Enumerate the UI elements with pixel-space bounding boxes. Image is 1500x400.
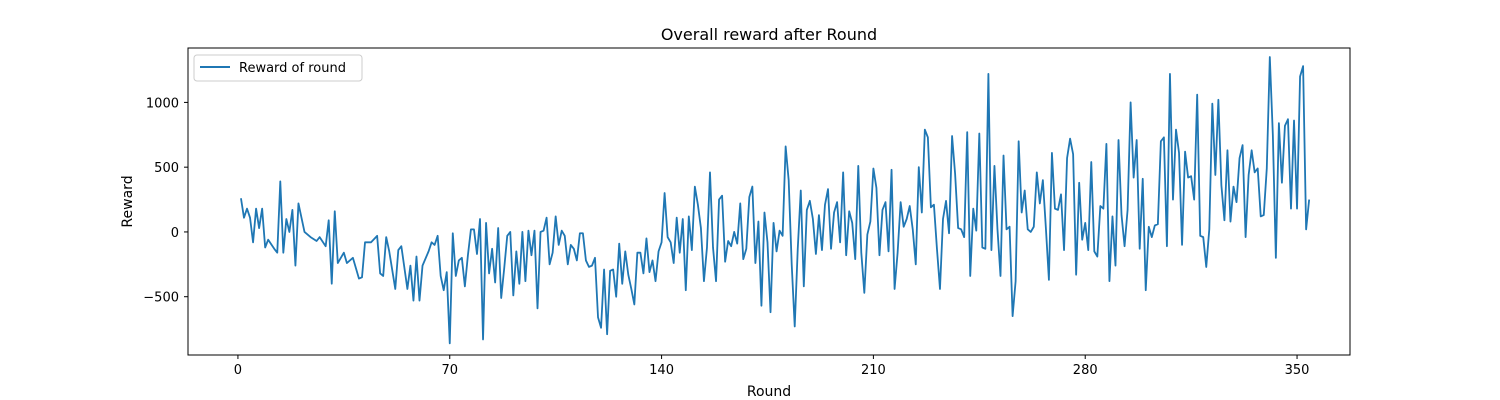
y-tick-label: 1000 bbox=[146, 96, 179, 111]
y-axis-label: Reward bbox=[120, 175, 136, 227]
x-tick-label: 70 bbox=[441, 363, 458, 378]
x-tick-label: 280 bbox=[1073, 363, 1098, 378]
y-tick-label: −500 bbox=[143, 291, 179, 306]
legend-box bbox=[193, 54, 363, 82]
series-layer bbox=[240, 56, 1311, 345]
chart-title: Overall reward after Round bbox=[661, 25, 877, 44]
legend: Reward of round bbox=[193, 54, 363, 82]
series-line-0 bbox=[240, 56, 1311, 345]
x-tick-label: 0 bbox=[234, 363, 242, 378]
axes: 0 70 140 210 280 350 −500 0 500 1000 bbox=[143, 96, 1309, 378]
y-tick-label: 500 bbox=[154, 161, 179, 176]
x-tick-label: 140 bbox=[649, 363, 674, 378]
legend-label: Reward of round bbox=[239, 61, 346, 76]
y-tick-label: 0 bbox=[171, 226, 179, 241]
x-tick-label: 210 bbox=[861, 363, 886, 378]
x-axis-label: Round bbox=[747, 384, 791, 400]
x-tick-label: 350 bbox=[1285, 363, 1310, 378]
plot-frame bbox=[187, 47, 1351, 356]
